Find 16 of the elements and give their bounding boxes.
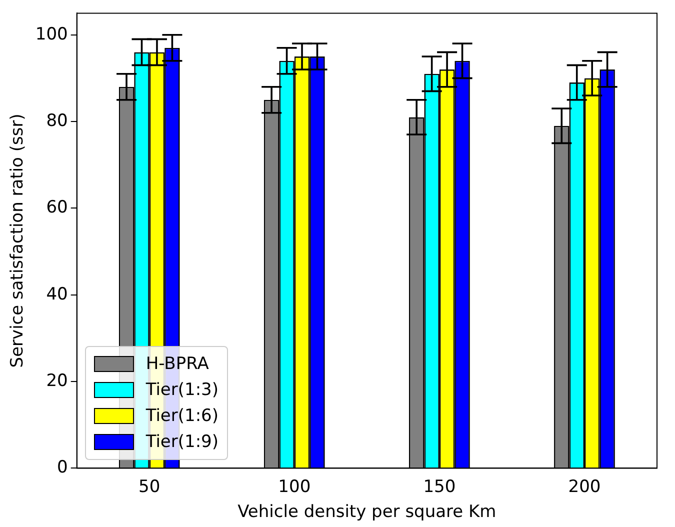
y-tick-label: 100 — [35, 24, 68, 44]
y-tick-label: 60 — [46, 198, 68, 218]
x-axis-title: Vehicle density per square Km — [238, 502, 496, 522]
x-tick-label: 150 — [423, 476, 456, 497]
x-tick-label: 100 — [278, 476, 311, 497]
y-axis-title: Service satisfaction ratio (ssr) — [8, 114, 28, 368]
legend-label: Tier(1:6) — [144, 405, 219, 428]
legend-label: Tier(1:9) — [144, 431, 219, 454]
y-tick-label: 20 — [46, 370, 68, 391]
legend-label: Tier(1:3) — [144, 379, 219, 402]
y-tick-label: 80 — [46, 110, 68, 131]
x-tick-label: 50 — [138, 476, 160, 497]
y-tick-label: 40 — [46, 284, 68, 304]
legend-label: H-BPRA — [144, 353, 210, 376]
y-tick-label: 0 — [57, 458, 68, 478]
x-tick-label: 200 — [568, 476, 601, 497]
